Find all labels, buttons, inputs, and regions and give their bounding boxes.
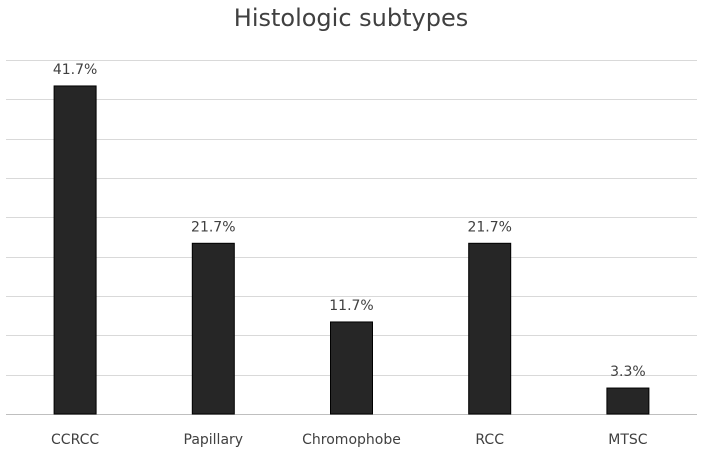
x-tick-label-mtsc: MTSC [608,432,648,448]
chart-title: Histologic subtypes [233,4,469,32]
bar-chromophobe [330,321,373,415]
data-label-rcc: 21.7% [467,219,511,235]
x-tick-labels: CCRCC Papillary Chromophobe RCC MTSC [51,432,648,448]
data-label-ccrcc: 41.7% [53,62,97,78]
bar-papillary [191,242,235,415]
bar-rcc [468,242,512,415]
data-label-chromophobe: 11.7% [329,298,373,314]
data-label-papillary: 21.7% [191,219,235,235]
x-tick-label-rcc: RCC [475,432,504,448]
bars [53,85,650,415]
x-tick-label-papillary: Papillary [184,432,244,448]
bar-ccrcc [53,85,97,415]
data-label-mtsc: 3.3% [610,364,646,380]
x-tick-label-chromophobe: Chromophobe [302,432,401,448]
bar-mtsc [606,387,650,415]
data-labels: 41.7% 21.7% 11.7% 21.7% 3.3% [53,62,646,380]
x-tick-label-ccrcc: CCRCC [51,432,99,448]
